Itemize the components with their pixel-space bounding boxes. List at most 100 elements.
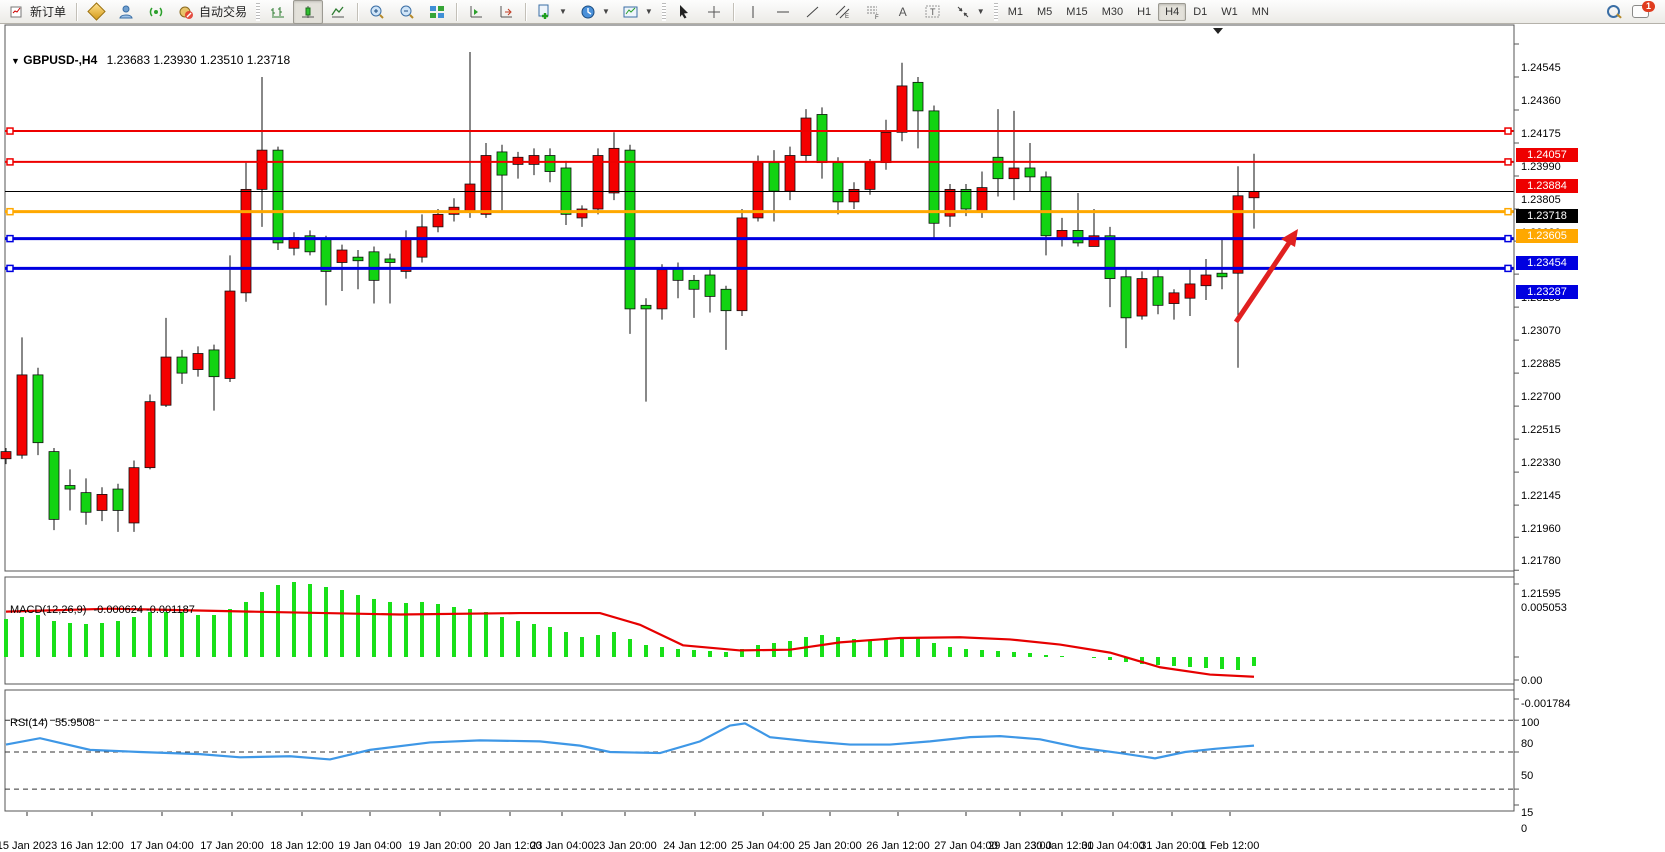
macd-tick: 0.00 [1521, 675, 1543, 687]
price-tick: 1.24360 [1521, 95, 1561, 107]
candle [912, 81, 924, 112]
hline-handle[interactable] [6, 127, 14, 135]
new-chart-button[interactable]: ▼ [530, 0, 573, 24]
bar-chart-button[interactable] [263, 0, 293, 24]
equidistant-channel-button[interactable]: E [828, 0, 858, 24]
timeframe-d1[interactable]: D1 [1193, 5, 1208, 18]
line-chart-button[interactable] [323, 0, 353, 24]
profile-button[interactable] [111, 0, 141, 24]
hline-handle[interactable] [6, 207, 14, 216]
hline-handle[interactable] [1504, 158, 1512, 166]
crosshair-button[interactable] [699, 0, 729, 24]
trendline-button[interactable] [798, 0, 828, 24]
timeframe-m5[interactable]: M5 [1037, 5, 1053, 18]
timeframe-m15[interactable]: M15 [1066, 5, 1088, 18]
horizontal-line-button[interactable] [768, 0, 798, 24]
signal-button[interactable] [141, 0, 171, 24]
chevron-down-icon: ▼ [559, 7, 567, 16]
vertical-line-icon [744, 3, 762, 21]
candle [864, 162, 876, 190]
symbol-dropdown-icon[interactable]: ▼ [11, 56, 20, 66]
chevron-down-icon: ▼ [976, 7, 985, 16]
timeframe-m1[interactable]: M1 [1007, 5, 1023, 18]
hline-handle[interactable] [6, 158, 14, 166]
candle [1024, 167, 1036, 178]
separator [357, 2, 359, 21]
arrows-button[interactable]: ▼ [948, 0, 991, 24]
candle [944, 188, 956, 217]
candle [1008, 167, 1020, 180]
hline-handle[interactable] [6, 234, 14, 243]
hline-handle[interactable] [1504, 127, 1512, 135]
date-label: 31 Jan 20:00 [1140, 840, 1204, 852]
candlestick-chart-button[interactable] [293, 0, 324, 24]
hline-handle[interactable] [1504, 207, 1512, 216]
chart-window[interactable]: ▼ GBPUSD-,H4 1.23683 1.23930 1.23510 1.2… [0, 24, 1665, 852]
candle [128, 467, 140, 524]
trend-arrow-head[interactable] [1281, 229, 1298, 247]
date-label: 25 Jan 20:00 [798, 840, 862, 852]
hline-handle[interactable] [6, 264, 14, 273]
cursor-button[interactable] [669, 0, 699, 24]
text-button[interactable]: A [888, 0, 918, 24]
new-order-icon [8, 3, 26, 21]
candle [16, 374, 28, 456]
candle [752, 162, 764, 219]
fibonacci-button[interactable]: F [858, 0, 888, 24]
macd-tick: -0.001784 [1521, 698, 1571, 710]
trend-arrow[interactable] [1233, 241, 1292, 324]
candle [688, 279, 700, 290]
zoom-in-button[interactable] [362, 0, 392, 24]
svg-text:E: E [845, 14, 849, 20]
main-panel[interactable] [4, 24, 1515, 572]
chart-shift-marker[interactable] [1213, 28, 1223, 34]
tile-windows-button[interactable] [422, 0, 452, 24]
market-watch-button[interactable] [81, 0, 111, 24]
macd-panel[interactable] [4, 576, 1515, 685]
template-button[interactable]: ▼ [616, 0, 659, 24]
candle [1072, 230, 1084, 244]
timeframe-bar: M1 M5 M15 M30 H1 H4 D1 W1 MN [1001, 2, 1276, 21]
period-button[interactable]: ▼ [573, 0, 616, 24]
chart-title: ▼ GBPUSD-,H4 1.23683 1.23930 1.23510 1.2… [11, 53, 290, 67]
timeframe-mn[interactable]: MN [1251, 5, 1269, 18]
candle [32, 374, 44, 444]
candle [1040, 176, 1052, 237]
timeframe-h4[interactable]: H4 [1158, 2, 1187, 21]
price-tick: 1.21960 [1521, 523, 1561, 536]
rsi-panel[interactable] [4, 689, 1515, 812]
auto-trading-button[interactable]: 自动交易 [171, 0, 253, 24]
main-toolbar: 新订单 自动交易 [0, 0, 1665, 24]
chart-end-button[interactable] [491, 0, 521, 24]
line-chart-icon [329, 3, 347, 21]
hline-handle[interactable] [1504, 264, 1512, 273]
search-button[interactable] [1601, 2, 1626, 21]
chart-forward-button[interactable] [461, 0, 491, 24]
date-label: 24 Jan 12:00 [663, 840, 727, 852]
macd-signal-line [5, 607, 1255, 678]
crosshair-icon [705, 3, 723, 21]
timeframe-m30[interactable]: M30 [1101, 5, 1124, 18]
chart-end-icon [497, 3, 515, 21]
candle [64, 485, 76, 490]
price-tick: 1.23805 [1521, 194, 1561, 206]
price-tick: 1.22145 [1521, 490, 1561, 503]
vertical-line-button[interactable] [738, 0, 768, 24]
new-order-label: 新订单 [30, 5, 67, 19]
price-tick: 1.22700 [1521, 391, 1561, 404]
separator [456, 2, 458, 21]
candle [80, 492, 92, 513]
chart-canvas[interactable] [0, 24, 1665, 834]
rsi-title: RSI(14) [10, 717, 48, 729]
hline-handle[interactable] [1504, 234, 1512, 243]
profile-icon [117, 3, 135, 21]
text-label-button[interactable]: T [918, 0, 948, 24]
new-order-button[interactable]: 新订单 [2, 0, 72, 24]
notifications-button[interactable]: 1 [1626, 1, 1655, 21]
zoom-out-button[interactable] [392, 0, 422, 24]
svg-text:F: F [875, 15, 879, 20]
bar-chart-icon [269, 3, 287, 21]
timeframe-w1[interactable]: W1 [1221, 5, 1238, 18]
candlestick-chart-icon [299, 3, 317, 21]
timeframe-h1[interactable]: H1 [1137, 5, 1152, 18]
